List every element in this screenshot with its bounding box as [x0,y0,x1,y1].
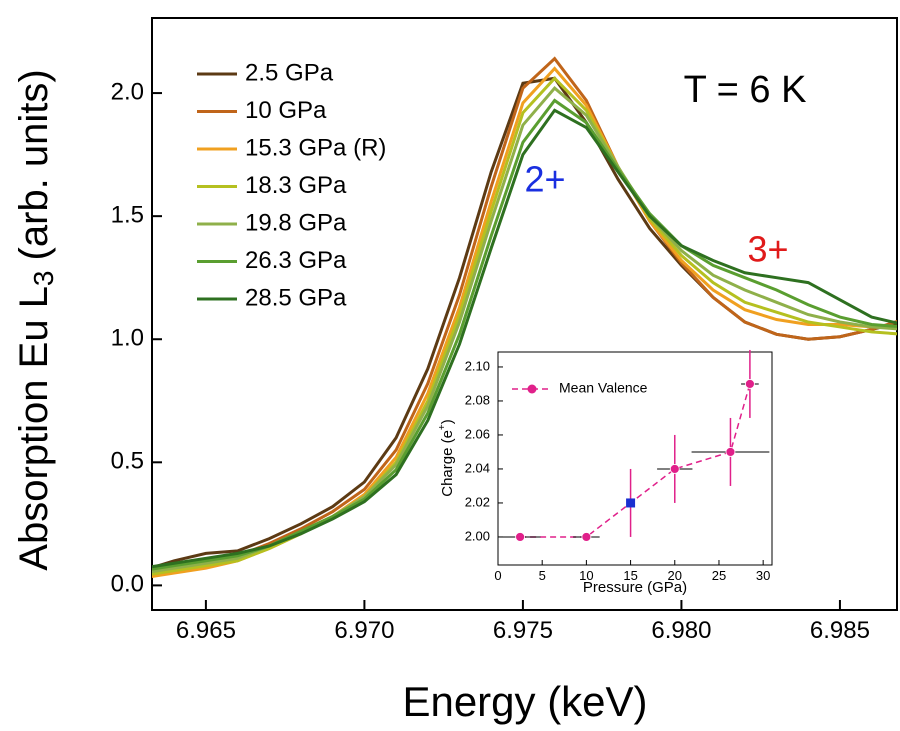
legend-label: Mean Valence [559,380,648,396]
y-label-text: Charge (e [439,430,456,497]
point [745,379,755,389]
line-series [152,56,897,573]
point [669,464,680,474]
plot-frame [151,17,898,611]
legend-label: 28.5 GPa [245,284,347,311]
point [626,498,636,508]
legend-label: 2.5 GPa [245,59,334,86]
point [581,532,592,542]
annotation: 2+ [524,159,565,200]
x-tick-label: 15 [623,568,637,583]
legend-label: 19.8 GPa [245,209,347,236]
legend-label: 26.3 GPa [245,247,347,274]
annotation: T = 6 K [684,69,807,111]
x-tick-label: 6.985 [810,617,870,644]
annotation: 3+ [747,229,788,270]
x-tick-label: 5 [539,568,546,583]
y-label-sub: 3 [28,270,59,286]
legend-label: 15.3 GPa (R) [245,134,386,161]
y-tick-label: 2.0 [111,78,144,105]
y-label-after: ) [439,419,456,424]
x-axis-label: Energy (keV) [402,678,647,725]
y-axis-label: Charge (e+) [437,419,456,497]
y-tick-label: 1.5 [111,201,144,228]
legend-label: 18.3 GPa [245,172,347,199]
x-tick-label: 6.975 [493,617,553,644]
line-series [152,108,897,569]
x-tick-label: 10 [579,568,593,583]
legend-marker [527,384,537,394]
x-tick-label: 6.980 [651,617,711,644]
plot-frame [497,351,773,566]
x-tick-label: 0 [494,568,501,583]
point [515,532,525,542]
y-label-text: Absorption Eu L [12,286,56,571]
y-tick-label: 2.02 [465,494,490,509]
x-tick-label: 6.965 [176,617,236,644]
y-axis-label: Absorption Eu L3 (arb. units) [12,69,60,570]
y-tick-label: 0.5 [111,448,144,475]
point [725,447,736,457]
y-tick-label: 2.06 [465,426,490,441]
y-tick-label: 0.0 [111,571,144,598]
y-tick-label: 1.0 [111,325,144,352]
y-tick-label: 2.04 [465,460,490,475]
x-tick-label: 20 [668,568,682,583]
y-tick-label: 2.00 [465,528,490,543]
line-series [152,76,897,576]
x-tick-label: 6.970 [334,617,394,644]
x-axis-label: Pressure (GPa) [583,579,687,596]
y-label-sup: + [437,424,448,430]
y-tick-label: 2.08 [465,392,490,407]
x-tick-label: 30 [756,568,770,583]
legend-label: 10 GPa [245,97,327,124]
y-label-after: (arb. units) [12,69,56,260]
x-tick-label: 25 [712,568,726,583]
y-tick-label: 2.10 [465,358,490,373]
